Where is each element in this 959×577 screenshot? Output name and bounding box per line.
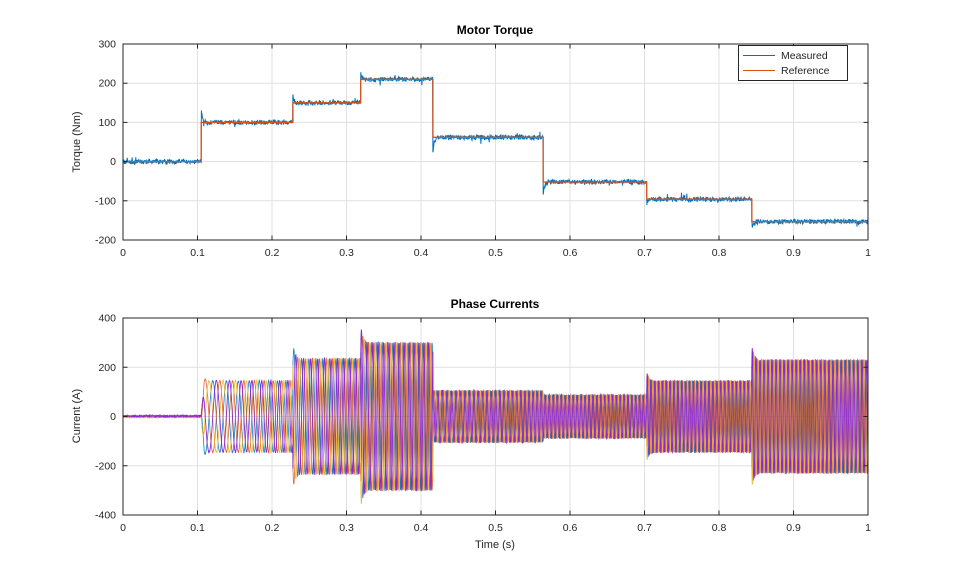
- x-tick-label: 0.3: [339, 247, 354, 259]
- y-tick-label: 200: [98, 362, 116, 374]
- legend-label-reference: Reference: [781, 64, 830, 77]
- tick-labels: 0 0.1 0.2 0.3 0.4 0.5 0.6 0.7 0.8 0.9 1 -200 -100 0 10…: [95, 39, 871, 260]
- x-tick-label: 0.6: [563, 522, 578, 534]
- x-tick-label: 0.8: [712, 522, 727, 534]
- x-tick-label: 0.3: [339, 522, 354, 534]
- y-tick-label: -200: [95, 460, 116, 472]
- legend-line-reference: [743, 70, 775, 71]
- phase-yellow-line: [123, 338, 868, 505]
- x-tick-label: 0.4: [414, 522, 429, 534]
- tick-marks: [122, 43, 869, 241]
- x-tick-label: 0.1: [190, 247, 205, 259]
- plot-series: [123, 72, 868, 228]
- x-tick-label: 1: [865, 247, 871, 259]
- x-tick-label: 0.7: [637, 522, 652, 534]
- torque-plot: 0 0.1 0.2 0.3 0.4 0.5 0.6 0.7 0.8 0.9 1 -200 -100 0 10…: [95, 39, 871, 260]
- y-tick-label: 0: [110, 156, 116, 168]
- legend-line-measured: [743, 55, 775, 56]
- x-tick-label: 0.1: [190, 522, 205, 534]
- x-tick-label: 0: [120, 247, 126, 259]
- phase-purple-line: [123, 329, 868, 496]
- y-tick-label: -200: [95, 235, 116, 247]
- y-tick-label: 0: [110, 411, 116, 423]
- x-tick-label: 0.7: [637, 247, 652, 259]
- x-tick-label: 0.8: [712, 247, 727, 259]
- torque-y-axis-label: Torque (Nm): [71, 111, 83, 173]
- currents-chart-title: Phase Currents: [450, 297, 540, 311]
- torque-chart-title: Motor Torque: [456, 23, 534, 37]
- legend-label-measured: Measured: [781, 49, 828, 62]
- x-tick-label: 0.9: [786, 522, 801, 534]
- y-tick-label: -400: [95, 510, 116, 522]
- x-tick-label: 0.5: [488, 247, 503, 259]
- x-tick-label: 0.5: [488, 522, 503, 534]
- x-tick-label: 1: [865, 522, 871, 534]
- y-tick-label: 400: [98, 313, 116, 325]
- y-tick-label: -100: [95, 195, 116, 207]
- reference-torque-line: [123, 78, 868, 223]
- x-tick-label: 0.2: [265, 247, 280, 259]
- x-tick-label: 0: [120, 522, 126, 534]
- tick-marks: [122, 317, 869, 516]
- plot-series: [123, 329, 868, 505]
- x-tick-label: 0.4: [414, 247, 429, 259]
- legend-item-measured: Measured: [743, 48, 842, 63]
- tick-labels: 0 0.1 0.2 0.3 0.4 0.5 0.6 0.7 0.8 0.9 1 -400 -200 0 20…: [95, 313, 871, 535]
- x-tick-label: 0.2: [265, 522, 280, 534]
- y-tick-label: 300: [98, 39, 116, 51]
- x-tick-label: 0.9: [786, 247, 801, 259]
- time-x-axis-label: Time (s): [475, 539, 515, 551]
- legend: Measured Reference: [738, 45, 848, 81]
- legend-item-reference: Reference: [743, 63, 842, 78]
- x-tick-label: 0.6: [563, 247, 578, 259]
- currents-y-axis-label: Current (A): [71, 388, 83, 444]
- measured-torque-line: [123, 72, 868, 228]
- y-tick-label: 100: [98, 117, 116, 129]
- y-tick-label: 200: [98, 78, 116, 90]
- currents-plot: 0 0.1 0.2 0.3 0.4 0.5 0.6 0.7 0.8 0.9 1 -400 -200 0 20…: [95, 313, 871, 535]
